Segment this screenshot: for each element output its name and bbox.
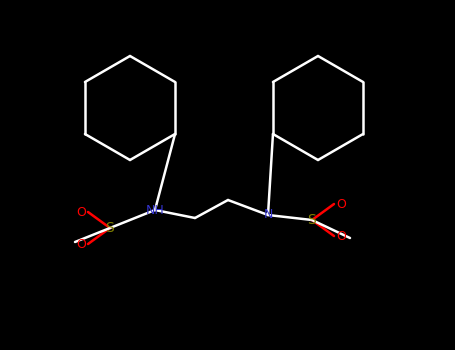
Text: NH: NH [146, 203, 164, 217]
Text: O: O [336, 197, 346, 210]
Text: O: O [76, 238, 86, 251]
Text: O: O [336, 230, 346, 243]
Text: S: S [106, 221, 114, 235]
Text: S: S [308, 213, 316, 227]
Text: N: N [263, 209, 273, 222]
Text: O: O [76, 205, 86, 218]
